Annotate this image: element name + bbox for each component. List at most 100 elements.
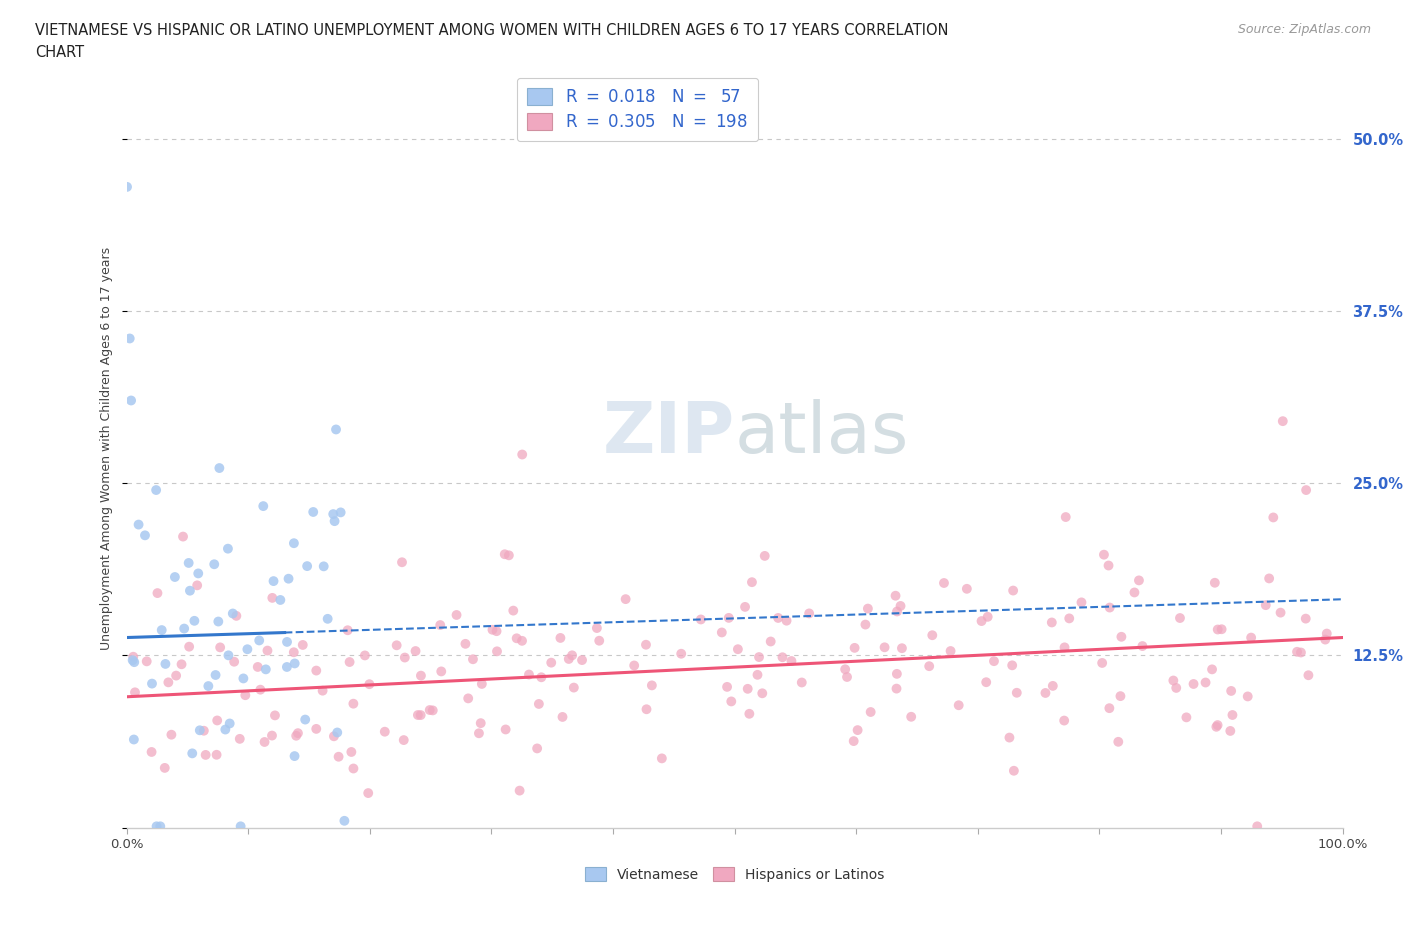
Point bbox=[1107, 735, 1129, 750]
Point bbox=[181, 746, 204, 761]
Point bbox=[316, 611, 339, 626]
Point bbox=[193, 724, 215, 738]
Point bbox=[527, 697, 550, 711]
Point bbox=[1002, 583, 1025, 598]
Point bbox=[751, 685, 773, 700]
Point bbox=[737, 682, 759, 697]
Point bbox=[207, 614, 229, 629]
Point bbox=[229, 819, 252, 834]
Point bbox=[1091, 656, 1114, 671]
Point bbox=[1128, 573, 1150, 588]
Point bbox=[623, 658, 645, 673]
Text: ZIP: ZIP bbox=[602, 399, 734, 468]
Point bbox=[170, 657, 193, 671]
Point bbox=[204, 668, 226, 683]
Point bbox=[856, 601, 879, 616]
Point bbox=[835, 670, 858, 684]
Point bbox=[305, 663, 328, 678]
Point bbox=[1098, 600, 1121, 615]
Point bbox=[1182, 676, 1205, 691]
Point bbox=[1295, 611, 1317, 626]
Point bbox=[485, 644, 508, 658]
Legend: Vietnamese, Hispanics or Latinos: Vietnamese, Hispanics or Latinos bbox=[578, 860, 891, 889]
Point bbox=[325, 422, 347, 437]
Point bbox=[115, 179, 138, 194]
Point bbox=[311, 684, 333, 698]
Point bbox=[186, 578, 208, 592]
Point bbox=[517, 667, 540, 682]
Point bbox=[179, 583, 201, 598]
Point bbox=[1298, 668, 1320, 683]
Point bbox=[772, 650, 794, 665]
Point bbox=[254, 662, 277, 677]
Point bbox=[1040, 615, 1063, 630]
Point bbox=[429, 618, 451, 632]
Point bbox=[540, 656, 562, 671]
Point bbox=[948, 698, 970, 712]
Point bbox=[1205, 719, 1227, 734]
Point bbox=[141, 745, 163, 760]
Point bbox=[983, 654, 1005, 669]
Point bbox=[233, 688, 256, 703]
Point bbox=[495, 722, 517, 737]
Point bbox=[747, 668, 769, 683]
Point bbox=[641, 678, 664, 693]
Point bbox=[1057, 611, 1080, 626]
Point bbox=[1109, 689, 1132, 704]
Point bbox=[260, 728, 283, 743]
Point bbox=[498, 548, 520, 563]
Point bbox=[155, 657, 177, 671]
Point bbox=[232, 671, 254, 685]
Point bbox=[409, 669, 432, 684]
Point bbox=[284, 656, 307, 671]
Point bbox=[224, 655, 246, 670]
Point bbox=[322, 507, 344, 522]
Point bbox=[558, 652, 581, 667]
Point bbox=[205, 713, 228, 728]
Point bbox=[586, 620, 609, 635]
Point bbox=[842, 734, 865, 749]
Point bbox=[614, 591, 637, 606]
Point bbox=[122, 649, 145, 664]
Point bbox=[754, 549, 776, 564]
Point bbox=[1222, 708, 1244, 723]
Point bbox=[285, 728, 308, 743]
Point bbox=[183, 614, 205, 629]
Point bbox=[1206, 718, 1229, 733]
Point bbox=[790, 675, 813, 690]
Point bbox=[1098, 700, 1121, 715]
Point bbox=[1286, 644, 1309, 659]
Point bbox=[571, 653, 593, 668]
Point bbox=[342, 761, 364, 776]
Point bbox=[974, 675, 997, 690]
Y-axis label: Unemployment Among Women with Children Ages 6 to 17 years: Unemployment Among Women with Children A… bbox=[100, 247, 114, 650]
Point bbox=[834, 662, 856, 677]
Point bbox=[124, 684, 146, 699]
Point bbox=[269, 592, 291, 607]
Point bbox=[326, 725, 349, 740]
Point bbox=[720, 694, 742, 709]
Point bbox=[249, 683, 271, 698]
Point bbox=[179, 639, 201, 654]
Point bbox=[1053, 713, 1076, 728]
Point bbox=[302, 505, 325, 520]
Point bbox=[391, 555, 413, 570]
Point bbox=[1054, 510, 1077, 525]
Point bbox=[287, 725, 309, 740]
Point bbox=[468, 725, 491, 740]
Point bbox=[457, 691, 479, 706]
Point bbox=[1002, 764, 1025, 778]
Point bbox=[187, 566, 209, 581]
Point bbox=[859, 705, 882, 720]
Point bbox=[323, 513, 346, 528]
Text: atlas: atlas bbox=[734, 399, 910, 468]
Point bbox=[1132, 639, 1154, 654]
Point bbox=[197, 679, 219, 694]
Point bbox=[799, 606, 821, 621]
Point bbox=[173, 621, 195, 636]
Point bbox=[1168, 611, 1191, 626]
Point bbox=[510, 633, 533, 648]
Point bbox=[145, 819, 167, 834]
Point bbox=[1258, 571, 1281, 586]
Point bbox=[1315, 632, 1337, 647]
